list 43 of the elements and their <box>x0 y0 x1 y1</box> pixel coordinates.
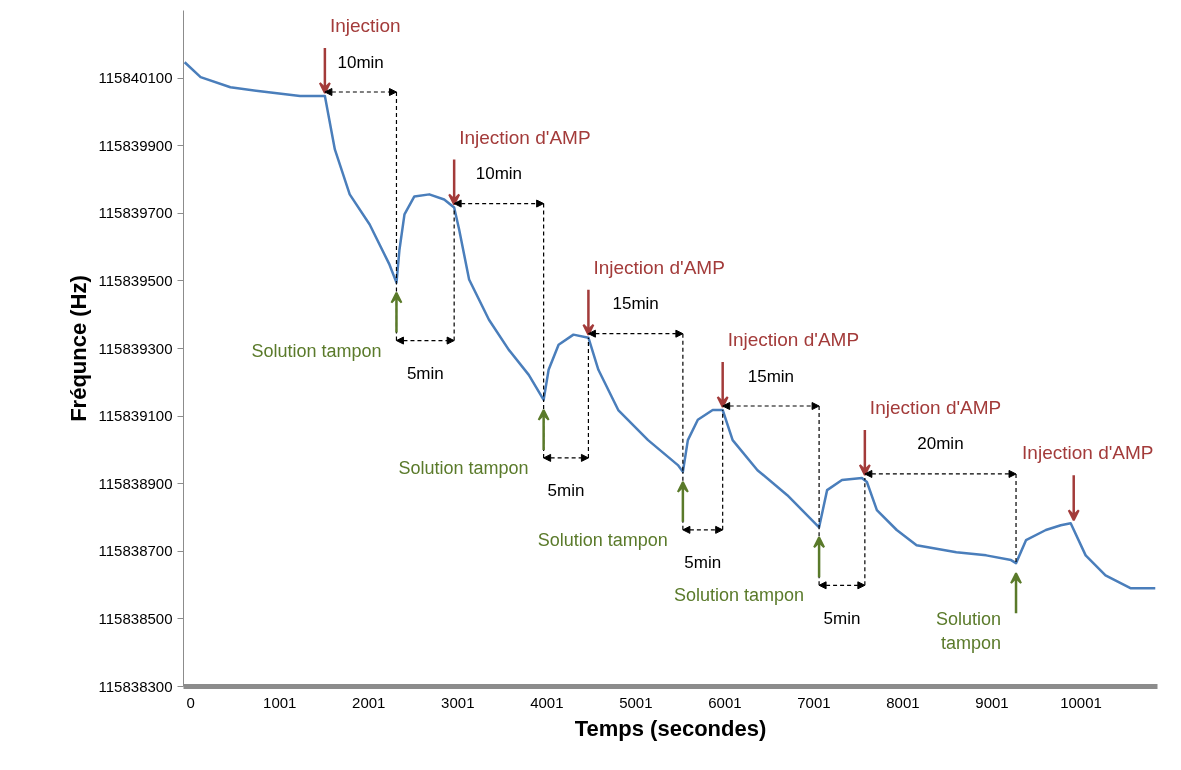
y-tick-label: 115838700 <box>98 542 173 560</box>
x-tick-label: 6001 <box>708 693 742 711</box>
annotation: 5min <box>684 553 722 573</box>
annotation: 10min <box>337 52 384 72</box>
annotation: 5min <box>823 608 861 628</box>
annotation: Injection <box>329 15 401 37</box>
annotation: Solution tampon <box>537 529 668 550</box>
annotation: Solution tampon <box>251 340 382 361</box>
annotation: 5min <box>406 364 444 384</box>
x-tick-label: 9001 <box>975 693 1009 711</box>
y-tick-label: 115838900 <box>98 474 173 492</box>
annotation: Injection d'AMP <box>593 256 725 278</box>
annotation: 10min <box>475 164 523 184</box>
annotation: Solution tampon <box>674 585 805 606</box>
x-axis-title: Temps (secondes) <box>574 715 767 741</box>
y-tick-label: 115839300 <box>98 339 173 357</box>
y-axis-title: Fréqunce (Hz) <box>65 275 91 422</box>
annotation: Injection d'AMP <box>727 329 860 351</box>
y-tick-label: 115839900 <box>98 136 173 154</box>
y-tick-label: 115838500 <box>98 609 173 627</box>
x-tick-label: 4001 <box>530 693 564 711</box>
annotation: 20min <box>917 434 964 454</box>
annotation: Solution tampon <box>398 457 529 478</box>
annotation: 15min <box>747 366 795 386</box>
x-tick-label: 1001 <box>263 693 297 711</box>
annotation: Injection d'AMP <box>1022 442 1154 464</box>
annotation: Injection d'AMP <box>869 396 1002 418</box>
x-tick-label: 2001 <box>352 693 386 711</box>
x-tick-label: 5001 <box>619 693 653 711</box>
x-tick-label: 8001 <box>886 693 920 711</box>
y-tick-label: 115838300 <box>98 677 173 695</box>
x-tick-label: 10001 <box>1060 693 1102 711</box>
x-tick-label: 7001 <box>797 693 831 711</box>
x-tick-label: 0 <box>186 693 195 711</box>
y-tick-label: 115839500 <box>98 271 173 289</box>
y-tick-label: 115839100 <box>98 407 173 425</box>
y-tick-label: 115839700 <box>98 204 173 222</box>
annotation: Solution tampon <box>935 609 1002 654</box>
annotation: 5min <box>547 481 585 501</box>
annotation: Injection d'AMP <box>459 126 591 148</box>
x-tick-label: 3001 <box>441 693 475 711</box>
annotation: 15min <box>612 294 659 314</box>
y-tick-label: 115840100 <box>98 69 173 87</box>
